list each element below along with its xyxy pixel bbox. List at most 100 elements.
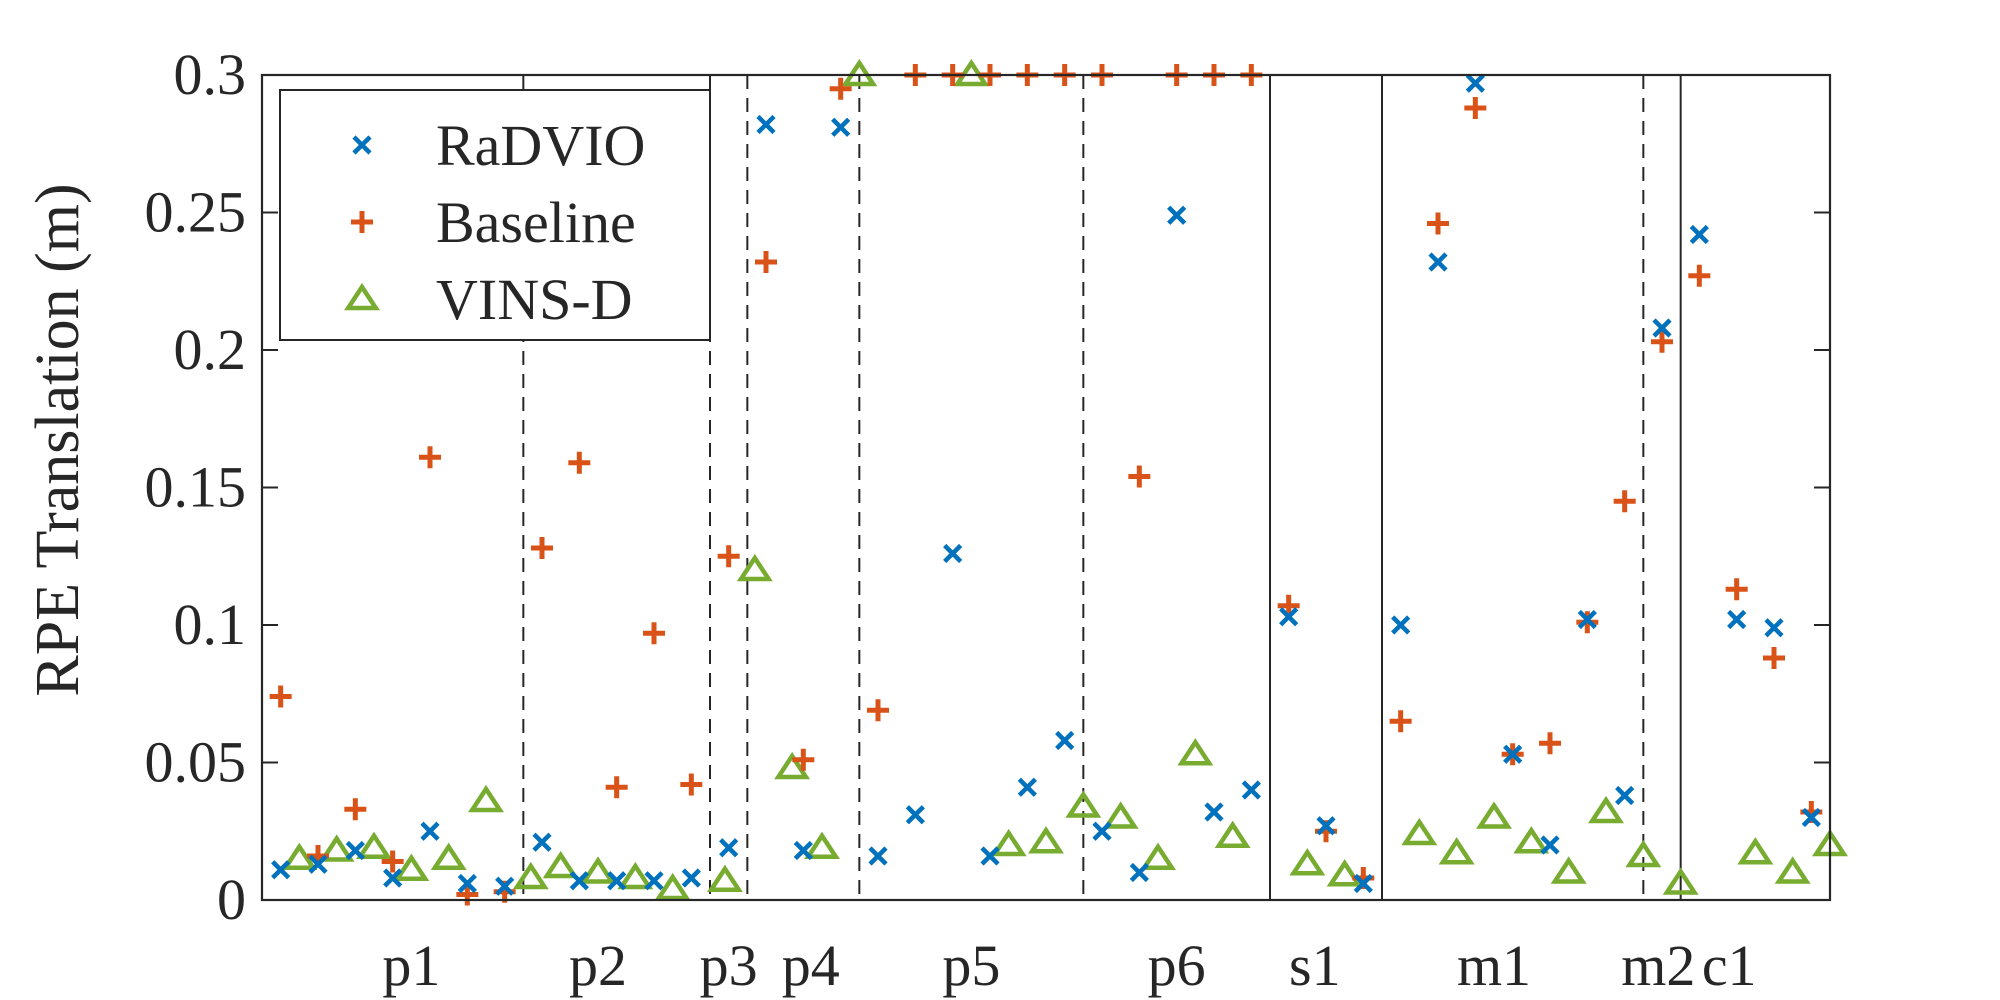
point-baseline-27	[1277, 594, 1300, 617]
point-baseline-8	[568, 451, 591, 474]
point-baseline-15	[829, 77, 852, 100]
point-radvio-29	[1353, 873, 1373, 894]
point-vins-d-0	[281, 842, 318, 870]
point-vins-d-23	[1214, 820, 1251, 848]
point-vins-d-26	[1401, 817, 1438, 846]
series-radvio	[271, 73, 1821, 896]
y-tick-label: 0.25	[145, 180, 247, 245]
point-baseline-36	[1613, 490, 1636, 513]
point-radvio-9	[607, 871, 627, 891]
legend: RaDVIO Baseline VINS-D	[279, 89, 711, 341]
point-baseline-34	[1539, 732, 1561, 755]
y-tick-label: 0.2	[174, 317, 247, 382]
y-tick-label: 0.1	[174, 592, 247, 657]
legend-entry-baseline: Baseline	[351, 190, 636, 255]
point-vins-d-29	[1513, 826, 1550, 854]
y-tick-label: 0.15	[145, 455, 247, 520]
data-marks	[269, 58, 1848, 906]
point-radvio-36	[1615, 785, 1635, 806]
point-vins-d-22	[1177, 738, 1214, 766]
point-vins-d-30	[1550, 856, 1587, 884]
x-group-label-m1: m1	[1457, 933, 1531, 998]
y-tick-label: 0.05	[145, 730, 247, 795]
point-vins-d-15	[841, 58, 878, 87]
x-group-label-c1: c1	[1702, 933, 1757, 998]
point-baseline-16	[867, 699, 889, 722]
point-vins-d-25	[1326, 859, 1363, 887]
point-radvio-6	[495, 876, 515, 896]
point-radvio-38	[1689, 224, 1709, 245]
point-baseline-9	[605, 776, 628, 799]
point-vins-d-20	[1102, 801, 1139, 829]
point-baseline-40	[1763, 647, 1785, 669]
legend-box	[279, 89, 711, 341]
point-vins-d-24	[1289, 848, 1326, 876]
point-baseline-10	[643, 622, 665, 645]
x-group-label-p6: p6	[1148, 933, 1206, 998]
point-radvio-2	[345, 840, 365, 861]
x-group-label-p4: p4	[782, 933, 840, 998]
point-vins-d-35	[1774, 856, 1811, 884]
point-vins-d-3	[393, 853, 430, 881]
point-vins-d-16	[953, 58, 990, 87]
point-vins-d-33	[1662, 867, 1699, 895]
legend-marker-baseline	[351, 211, 373, 233]
point-radvio-40	[1764, 618, 1784, 638]
x-group-labels: p1 p2 p3 p4 p5 p6 s1 m1 m2 c1	[382, 933, 1756, 998]
point-baseline-12	[717, 545, 740, 568]
point-radvio-16	[868, 846, 888, 866]
point-baseline-38	[1688, 264, 1711, 287]
point-radvio-26	[1241, 780, 1261, 800]
point-radvio-34	[1540, 835, 1560, 855]
point-baseline-30	[1389, 710, 1412, 733]
series-vins-d	[281, 58, 1848, 901]
point-vins-d-13	[774, 751, 811, 780]
point-baseline-5	[456, 883, 479, 906]
point-baseline-32	[1464, 97, 1487, 119]
legend-marker-vins-d	[344, 282, 380, 311]
legend-label-radvio: RaDVIO	[436, 113, 645, 178]
point-radvio-37	[1652, 318, 1672, 338]
point-radvio-28	[1316, 816, 1336, 836]
point-vins-d-6	[512, 861, 549, 890]
point-radvio-39	[1727, 609, 1747, 630]
point-radvio-31	[1428, 252, 1448, 272]
point-vins-d-21	[1140, 842, 1176, 870]
y-tick-label: 0	[217, 867, 246, 932]
point-radvio-41	[1801, 807, 1821, 828]
point-radvio-32	[1465, 73, 1485, 93]
point-radvio-1	[308, 854, 328, 874]
point-vins-d-4	[430, 842, 467, 870]
point-radvio-18	[943, 543, 963, 564]
point-vins-d-34	[1737, 837, 1774, 865]
point-vins-d-7	[542, 850, 579, 879]
point-vins-d-12	[736, 553, 773, 582]
point-radvio-14	[793, 840, 813, 861]
point-radvio-19	[980, 846, 1000, 866]
point-baseline-2	[344, 798, 367, 821]
point-radvio-11	[681, 868, 701, 888]
legend-marker-radvio	[352, 135, 372, 155]
x-group-label-p5: p5	[942, 933, 1000, 998]
y-axis: 0 0.05 0.1 0.15 0.2 0.25 0.3	[145, 42, 1830, 932]
point-baseline-13	[755, 251, 777, 273]
point-radvio-3	[383, 868, 403, 888]
legend-label-vins-d: VINS-D	[436, 267, 633, 332]
point-vins-d-14	[804, 831, 840, 859]
point-vins-d-10	[654, 872, 691, 901]
point-baseline-14	[792, 748, 815, 771]
point-vins-d-11	[706, 864, 743, 892]
point-radvio-15	[831, 117, 851, 137]
point-radvio-30	[1391, 615, 1411, 635]
point-baseline-37	[1651, 330, 1673, 353]
point-vins-d-18	[1028, 826, 1064, 854]
point-radvio-35	[1577, 609, 1597, 630]
point-vins-d-2	[356, 831, 392, 859]
point-vins-d-9	[617, 861, 654, 890]
legend-entry-vins-d: VINS-D	[344, 267, 633, 332]
legend-entry-radvio: RaDVIO	[352, 113, 645, 178]
point-radvio-24	[1167, 205, 1187, 225]
point-baseline-7	[531, 537, 553, 559]
point-radvio-12	[719, 838, 739, 858]
point-vins-d-19	[1065, 790, 1102, 818]
